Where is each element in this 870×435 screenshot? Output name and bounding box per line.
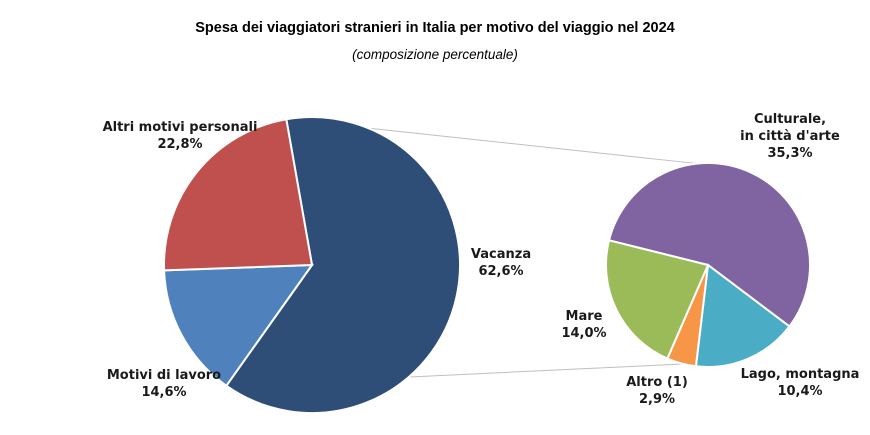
slice-label-culturale: Culturale, in città d'arte 35,3% (725, 111, 855, 162)
chart-title: Spesa dei viaggiatori stranieri in Itali… (195, 20, 675, 36)
pie-slice-vacanza (224, 116, 461, 414)
slice-name: Vacanza (470, 247, 532, 262)
slice-label-altro: Altro (1) 2,9% (612, 374, 702, 408)
slice-value: 62,6% (478, 264, 524, 279)
slice-label-motivi-di-lavoro: Motivi di lavoro 14,6% (94, 367, 234, 401)
main-pie (163, 116, 461, 414)
slice-value: 2,9% (638, 392, 676, 407)
slice-name: Altri motivi personali (102, 120, 258, 135)
chart-subtitle: (composizione percentuale) (352, 47, 518, 62)
slice-name: Lago, montagna (740, 367, 860, 382)
slice-value: 10,4% (777, 384, 823, 399)
slice-value: 35,3% (767, 146, 813, 161)
pie-slice-altri-motivi-personali (163, 118, 314, 272)
slice-name-line1: Culturale, (753, 112, 827, 127)
slice-label-altri-motivi-personali: Altri motivi personali 22,8% (90, 119, 270, 153)
slice-label-vacanza: Vacanza 62,6% (462, 246, 540, 280)
slice-label-mare: Mare 14,0% (554, 308, 614, 342)
slice-name: Mare (565, 309, 603, 324)
slice-value: 22,8% (157, 137, 203, 152)
slice-label-lago-montagna: Lago, montagna 10,4% (738, 366, 862, 400)
pie-slice-lago-montagna (694, 263, 791, 368)
pie-slice-mare (605, 239, 710, 360)
slice-value: 14,6% (141, 385, 187, 400)
slice-name: Motivi di lavoro (106, 368, 222, 383)
slice-name: Altro (1) (626, 375, 688, 390)
pie-slice-motivi-di-lavoro (163, 263, 314, 388)
slice-name-line2: in città d'arte (740, 129, 840, 144)
slice-value: 14,0% (561, 326, 607, 341)
pie-slice-culturale-in-citt-d-arte (607, 162, 811, 328)
breakdown-pie (605, 162, 811, 368)
